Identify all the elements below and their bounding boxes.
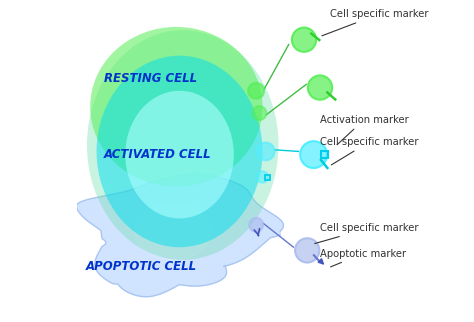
Text: Cell specific marker: Cell specific marker [320, 137, 419, 165]
Circle shape [248, 83, 264, 99]
Circle shape [249, 218, 263, 232]
Circle shape [295, 238, 319, 262]
Polygon shape [76, 174, 283, 297]
Text: APOPTOTIC CELL: APOPTOTIC CELL [86, 260, 197, 273]
Text: Cell specific marker: Cell specific marker [315, 223, 419, 243]
Circle shape [252, 106, 266, 120]
Polygon shape [135, 203, 211, 260]
Text: RESTING CELL: RESTING CELL [104, 71, 197, 84]
Text: ACTIVATED CELL: ACTIVATED CELL [103, 148, 211, 161]
Text: Cell specific marker: Cell specific marker [322, 9, 428, 36]
Circle shape [257, 143, 274, 160]
Ellipse shape [125, 91, 234, 218]
Ellipse shape [97, 56, 263, 247]
Circle shape [257, 171, 268, 183]
Text: Apoptotic marker: Apoptotic marker [320, 249, 406, 267]
Text: Activation marker: Activation marker [320, 115, 409, 145]
Circle shape [292, 28, 316, 52]
Circle shape [300, 141, 327, 168]
Ellipse shape [87, 30, 279, 260]
Ellipse shape [90, 27, 263, 186]
Circle shape [308, 75, 332, 100]
